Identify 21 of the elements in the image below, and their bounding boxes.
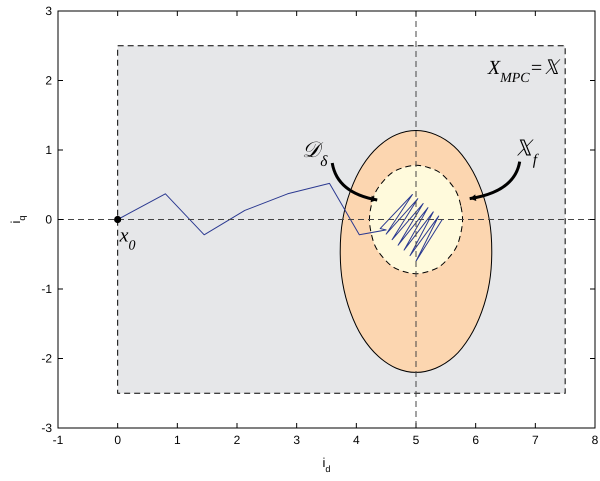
x-tick-label: 4 bbox=[352, 433, 360, 447]
x-tick-label: 8 bbox=[592, 433, 599, 447]
y-tick-label: 2 bbox=[45, 74, 52, 88]
x-tick-label: 1 bbox=[174, 433, 181, 447]
y-tick-label: 1 bbox=[45, 143, 52, 157]
annotation: X$_{MPC}$=𝕏 bbox=[486, 56, 562, 86]
x-tick-label: 3 bbox=[293, 433, 300, 447]
x-tick-label: 6 bbox=[472, 433, 480, 447]
y-tick-label: 3 bbox=[45, 4, 52, 18]
x-axis-title: i$_{d}$ bbox=[322, 455, 330, 474]
y-tick-label: -3 bbox=[41, 421, 52, 435]
y-tick-label: -2 bbox=[41, 352, 52, 366]
annotation: 𝒟$_{δ}$ bbox=[302, 137, 328, 170]
x-tick-label: 2 bbox=[234, 433, 241, 447]
x-tick-label: 5 bbox=[412, 433, 420, 447]
x-tick-label: 7 bbox=[532, 433, 539, 447]
annotation: 𝕏$_{f}$ bbox=[514, 136, 540, 168]
y-tick-label: 0 bbox=[45, 212, 52, 226]
annotation: x$_{0}$ bbox=[118, 224, 136, 253]
x-tick-label: 0 bbox=[114, 433, 122, 447]
y-tick-label: -1 bbox=[41, 282, 52, 296]
